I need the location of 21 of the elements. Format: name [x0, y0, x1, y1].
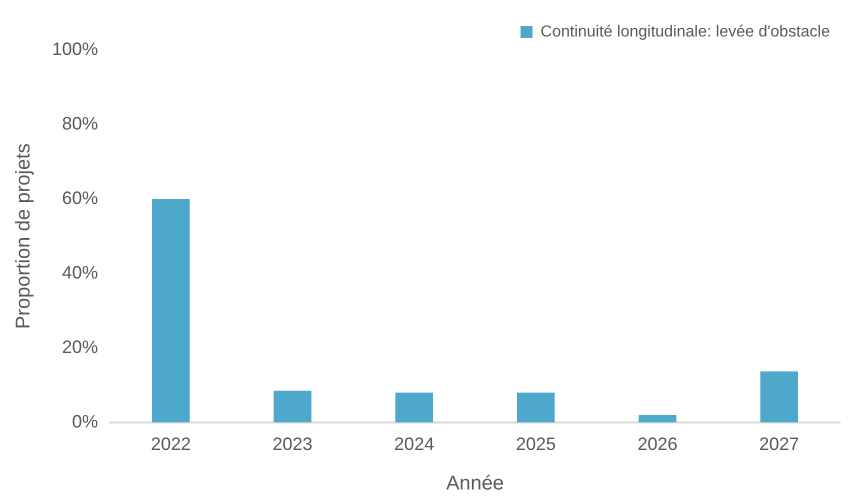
- y-tick-label: 20%: [62, 336, 98, 357]
- y-tick-label: 0%: [72, 411, 98, 432]
- y-tick-label: 60%: [62, 188, 98, 208]
- bar: [152, 198, 190, 422]
- bar: [274, 390, 312, 422]
- x-axis-title: Année: [446, 472, 504, 495]
- y-tick-label: 80%: [62, 113, 98, 134]
- bar: [760, 371, 798, 422]
- x-tick-label: 2025: [516, 434, 556, 454]
- x-tick-label: 2023: [272, 434, 313, 454]
- x-tick-label: 2024: [394, 434, 434, 454]
- y-tick-label: 40%: [62, 262, 98, 282]
- bar: [638, 414, 676, 422]
- bar: [395, 392, 434, 422]
- x-tick-label: 2026: [637, 434, 678, 454]
- legend-label: Continuité longitudinale: levée d'obstacle: [540, 23, 830, 40]
- x-tick-label: 2027: [759, 434, 800, 454]
- bar: [516, 392, 555, 422]
- y-tick-label: 100%: [52, 38, 98, 59]
- y-axis-title: Proportion de projets: [12, 143, 35, 330]
- x-tick-label: 2022: [150, 434, 191, 454]
